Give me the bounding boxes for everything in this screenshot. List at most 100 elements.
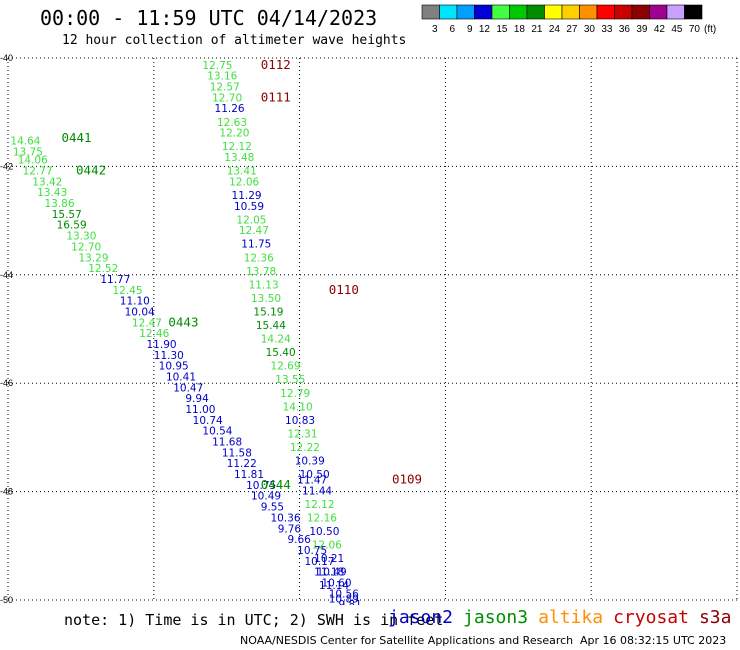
legend-label: 42: [654, 24, 666, 35]
wave-height-value: 13.29: [78, 252, 108, 264]
chart-subtitle: 12 hour collection of altimeter wave hei…: [62, 33, 407, 48]
wave-height-value: 13.43: [37, 187, 67, 199]
wave-height-value: 16.59: [57, 220, 87, 232]
wave-height-value: 10.83: [285, 415, 315, 427]
wave-height-value: 10.49: [317, 567, 347, 579]
wave-height-value: 9.66: [287, 534, 311, 546]
wave-height-value: 12.16: [307, 512, 337, 524]
credit-line: NOAA/NESDIS Center for Satellite Applica…: [240, 634, 574, 647]
wave-height-value: 12.20: [219, 128, 249, 140]
pass-id-label: 0444: [261, 477, 291, 492]
wave-height-value: 12.70: [71, 241, 101, 253]
lon-tick-label: -39: [293, 604, 306, 605]
wave-height-value: 14.24: [261, 334, 291, 346]
wave-height-value: 15.57: [52, 209, 82, 221]
lon-tick-label: -45: [1, 604, 14, 605]
legend-label: 70: [689, 24, 701, 35]
legend-label: 12: [479, 24, 491, 35]
lat-tick-label: -40: [0, 53, 13, 63]
wave-height-value: 9.76: [278, 523, 302, 535]
satellite-cryosat: cryosat: [613, 607, 689, 628]
pass-id-label: 0110: [329, 282, 359, 297]
pass-id-label: 0441: [61, 130, 91, 145]
pass-id-label: 0109: [392, 471, 422, 486]
wave-height-value: 10.89: [329, 594, 359, 605]
lon-tick-label: -30: [730, 604, 740, 605]
wave-height-value: 13.75: [13, 147, 43, 159]
wave-height-value: 10.41: [166, 371, 196, 383]
wave-height-value: 12.05: [236, 214, 266, 226]
wave-height-value: 12.63: [217, 117, 247, 129]
wave-height-value: 11.90: [147, 339, 177, 351]
legend-label: 33: [601, 24, 613, 35]
wave-height-value: 13.78: [246, 266, 276, 278]
legend-label: 21: [531, 24, 543, 35]
wave-height-value: 10.50: [309, 526, 339, 538]
wave-height-value: 13.42: [32, 176, 62, 188]
wave-height-value: 10.36: [270, 512, 300, 524]
wave-height-value: 11.18: [314, 567, 344, 579]
legend-label: 9: [467, 24, 473, 35]
wave-height-value: 12.46: [139, 328, 169, 340]
wave-height-value: 10.59: [234, 201, 264, 213]
wave-height-value: 12.57: [210, 82, 240, 94]
wave-height-value: 10.50: [300, 469, 330, 481]
wave-height-value: 9.81: [338, 599, 361, 605]
wave-height-value: 12.06: [312, 540, 342, 552]
wave-height-value: 9.55: [261, 502, 284, 514]
lat-tick-label: -48: [0, 487, 13, 497]
wave-height-value: 10.74: [193, 415, 223, 427]
wave-height-value: 11.10: [120, 296, 150, 308]
wave-height-value: 11.47: [297, 474, 327, 486]
legend-label: 15: [496, 24, 508, 35]
legend-label: 3: [432, 24, 438, 35]
wave-height-value: 11.81: [234, 469, 264, 481]
wave-height-value: 13.41: [227, 166, 257, 178]
wave-height-value: 12.47: [239, 225, 269, 237]
wave-height-value: 9.94: [185, 393, 209, 405]
wave-height-value: 11.75: [241, 239, 271, 251]
pass-id-label: 0112: [261, 57, 291, 72]
legend-label: 36: [619, 24, 631, 35]
wave-height-value: 10.21: [314, 553, 344, 565]
satellite-jason2: jason2: [388, 607, 454, 628]
legend-swatch: [684, 4, 703, 20]
wave-height-value: 13.48: [224, 152, 254, 164]
wave-height-value: 11.68: [212, 437, 242, 449]
wave-height-value: 15.19: [253, 306, 283, 318]
wave-height-value: 11.14: [319, 580, 349, 592]
wave-height-value: 11.58: [222, 447, 252, 459]
wave-height-value: 10.39: [295, 456, 325, 468]
wave-height-value: 12.31: [287, 428, 317, 440]
wave-height-value: 12.47: [132, 317, 162, 329]
wave-height-value: 10.54: [202, 426, 232, 438]
wave-height-value: 14.64: [10, 136, 40, 148]
wave-height-value: 12.70: [212, 92, 242, 104]
pass-id-label: 0111: [261, 89, 291, 104]
wave-height-value: 12.79: [280, 388, 310, 400]
wave-height-value: 13.86: [44, 198, 74, 210]
wave-height-value: 12.22: [290, 442, 320, 454]
wave-height-value: 10.75: [246, 480, 276, 492]
legend-label: 18: [514, 24, 526, 35]
lat-tick-label: -42: [0, 161, 13, 171]
wave-height-value: 10.47: [173, 382, 203, 394]
wave-height-value: 12.45: [112, 285, 142, 297]
lat-tick-label: -46: [0, 378, 13, 388]
generated-timestamp: Apr 16 08:32:15 UTC 2023: [580, 634, 727, 647]
wave-height-value: 12.77: [23, 166, 53, 178]
wave-height-value: 12.75: [202, 60, 232, 72]
wave-height-value: 11.26: [215, 103, 245, 115]
wave-height-value: 15.40: [266, 347, 296, 359]
pass-id-label: 0443: [168, 314, 198, 329]
wave-height-value: 12.52: [88, 263, 118, 275]
legend-label: 39: [636, 24, 648, 35]
lon-tick-label: -33: [585, 604, 598, 605]
wave-height-value: 13.55: [275, 374, 305, 386]
wave-height-value: 10.17: [304, 556, 334, 568]
wave-height-value: 14.10: [283, 401, 313, 413]
wave-height-value: 10.56: [329, 588, 359, 600]
wave-height-value: 12.06: [229, 176, 259, 188]
wave-height-value: 11.44: [302, 485, 332, 497]
lat-tick-label: -44: [0, 270, 13, 280]
